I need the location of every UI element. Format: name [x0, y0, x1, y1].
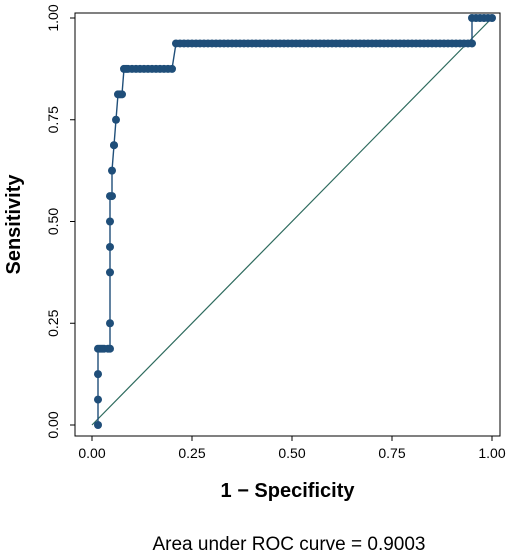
roc-point — [106, 268, 114, 277]
axes — [70, 12, 501, 441]
roc-point — [168, 64, 176, 73]
x-tick-label: 0.25 — [178, 445, 205, 461]
roc-point — [94, 421, 102, 429]
y-tick-label: 0.50 — [45, 208, 61, 235]
y-tick-label: 1.00 — [45, 4, 61, 31]
x-tick-label: 1.00 — [478, 445, 505, 461]
auc-footnote: Area under ROC curve = 0.9003 — [152, 534, 425, 555]
y-axis-title: Sensitivity — [3, 174, 25, 275]
roc-point — [488, 14, 496, 22]
x-axis-title: 1 − Specificity — [221, 480, 356, 502]
y-tick-label: 0.25 — [45, 309, 61, 336]
tick-labels-layer: 0.00 0.25 0.50 0.75 1.00 0.00 0.25 0.50 0.75 1.00 — [45, 4, 506, 461]
roc-curve-line — [97, 17, 492, 425]
reference-line — [91, 17, 493, 426]
x-tick-label: 0.50 — [278, 445, 305, 461]
roc-point — [468, 39, 476, 48]
plot-frame — [74, 12, 501, 437]
roc-curve-layer — [94, 14, 496, 429]
roc-point — [118, 90, 126, 99]
reference-line-layer — [91, 17, 493, 426]
roc-point — [106, 217, 114, 226]
roc-point — [106, 242, 114, 251]
roc-point — [112, 115, 120, 124]
roc-point — [110, 141, 118, 150]
roc-point — [108, 192, 116, 201]
roc-point — [108, 166, 116, 175]
y-tick-label: 0.75 — [45, 106, 61, 133]
roc-point — [94, 370, 102, 379]
roc-point — [94, 395, 102, 404]
y-tick-label: 0.00 — [45, 411, 61, 438]
x-tick-label: 0.00 — [78, 445, 105, 461]
x-tick-label: 0.75 — [378, 445, 405, 461]
roc-point — [106, 344, 114, 353]
roc-point — [106, 319, 114, 328]
